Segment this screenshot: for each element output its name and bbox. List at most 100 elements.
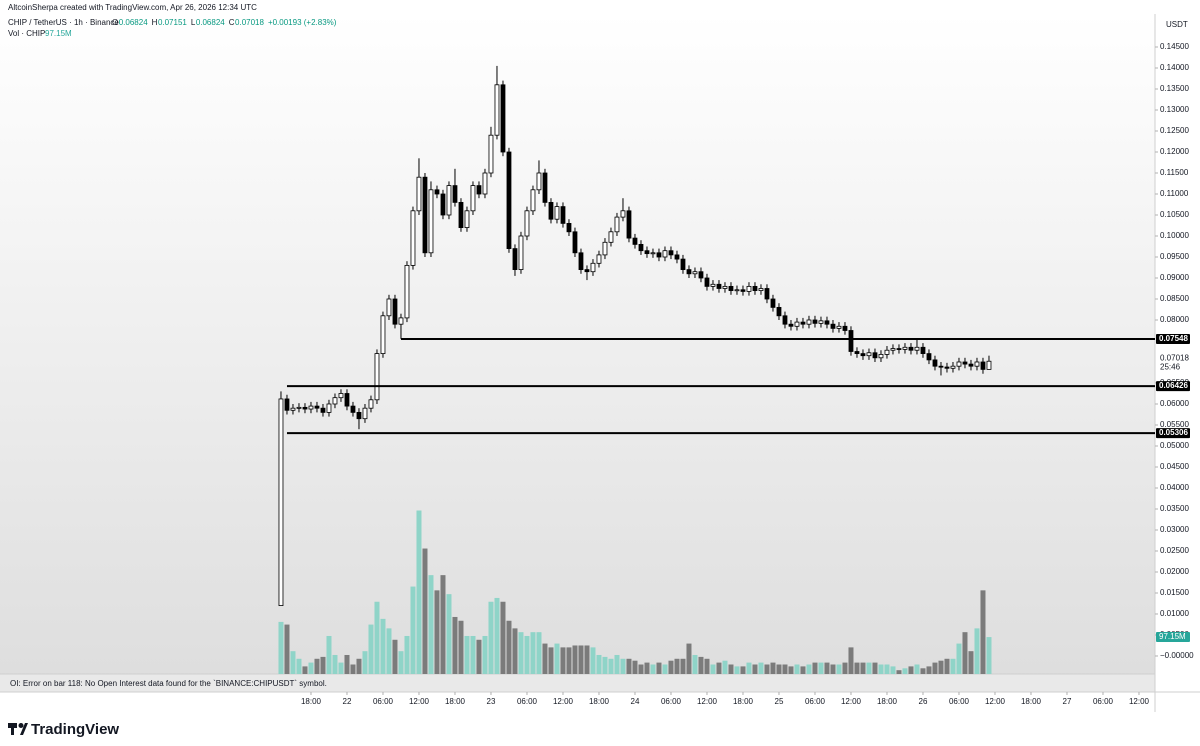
y-tick-label: 0.09000	[1160, 273, 1189, 282]
volume-bar	[338, 662, 344, 674]
candle-body	[614, 216, 620, 233]
volume-bar	[638, 664, 644, 674]
level-tag-label: 0.05306	[1159, 428, 1188, 437]
volume-bar	[854, 662, 860, 674]
volume-bar	[986, 637, 992, 674]
volume-title: Vol · CHIP	[8, 29, 45, 38]
volume-bar	[500, 601, 506, 674]
volume-bar	[902, 668, 908, 674]
candle-body	[806, 319, 812, 325]
candle-body	[920, 346, 926, 354]
candle-body	[716, 283, 722, 289]
volume-bar	[446, 594, 452, 674]
volume-bar	[290, 651, 296, 674]
volume-bar	[458, 620, 464, 674]
volume-bar	[296, 658, 302, 674]
volume-bar	[656, 662, 662, 674]
volume-tag-label: 97.15M	[1159, 632, 1186, 641]
y-tick-label: 0.09500	[1160, 252, 1189, 261]
volume-bar	[944, 658, 950, 674]
candle-body	[308, 405, 314, 410]
volume-bar	[530, 632, 536, 674]
candle-body	[596, 254, 602, 264]
volume-bar	[806, 664, 812, 674]
currency: USDT	[1166, 20, 1188, 29]
volume-bar	[608, 658, 614, 674]
y-tick-label: 0.06000	[1160, 399, 1189, 408]
x-tick-label: 06:00	[517, 697, 538, 706]
candle-body	[950, 365, 956, 369]
level-tag	[1156, 381, 1190, 392]
candle-body	[548, 201, 554, 220]
y-tick-label: 0.05000	[1160, 441, 1189, 450]
volume-bar	[890, 666, 896, 674]
candle-body	[482, 172, 488, 195]
volume-bar	[374, 601, 380, 674]
candle-body	[938, 365, 944, 368]
candle-body	[476, 185, 482, 195]
change: +0.00193 (+2.83%)	[268, 18, 337, 27]
volume-bar	[428, 575, 434, 674]
volume-bar	[692, 654, 698, 674]
candle-body	[350, 405, 356, 413]
candle-body	[698, 271, 704, 279]
volume-bar	[650, 664, 656, 674]
volume-bar	[728, 664, 734, 674]
volume-bar	[974, 628, 980, 674]
volume-bar	[746, 662, 752, 674]
candle-body	[794, 321, 800, 327]
candle-body	[980, 361, 986, 370]
volume-bar	[776, 664, 782, 674]
candle-body	[434, 189, 440, 195]
x-tick-label: 27	[1063, 697, 1072, 706]
plot-background	[0, 14, 1155, 674]
candle-body	[692, 271, 698, 275]
volume-bar	[386, 628, 392, 674]
y-tick-label: 0.14500	[1160, 42, 1189, 51]
candle-body	[686, 269, 692, 275]
ohlc-key: C	[229, 18, 235, 27]
candle-body	[674, 254, 680, 260]
candle-body	[290, 407, 296, 411]
candle-body	[278, 398, 284, 606]
volume-bar	[674, 658, 680, 674]
volume-bar	[710, 664, 716, 674]
ohlc-value: 0.07018	[235, 18, 264, 27]
x-tick-label: 06:00	[805, 697, 826, 706]
y-tick-label: 0.04000	[1160, 483, 1189, 492]
volume-bar	[278, 621, 284, 674]
candle-body	[326, 403, 332, 413]
volume-bar	[698, 656, 704, 674]
candle-body	[380, 315, 386, 354]
volume-bar	[434, 590, 440, 674]
volume-bar	[326, 635, 332, 674]
candle-body	[488, 134, 494, 174]
x-tick-label: 18:00	[445, 697, 466, 706]
y-tick-label: 0.12500	[1160, 126, 1189, 135]
volume-bar	[602, 656, 608, 674]
candle-body	[626, 210, 632, 239]
volume-bar	[752, 664, 758, 674]
candle-body	[710, 283, 716, 287]
y-tick-label: 0.01500	[1160, 588, 1189, 597]
y-tick-label: −0.00000	[1160, 651, 1194, 660]
candle-body	[962, 361, 968, 365]
volume-bar	[452, 616, 458, 674]
candle-body	[836, 325, 842, 329]
y-tick-label: 0.11500	[1160, 168, 1189, 177]
x-tick-label: 23	[487, 697, 496, 706]
candle-body	[368, 399, 374, 409]
y-tick-label: 0.10000	[1160, 231, 1189, 240]
ohlc-value: 0.07151	[158, 18, 187, 27]
x-tick-label: 12:00	[841, 697, 862, 706]
y-tick-label: 0.10500	[1160, 210, 1189, 219]
candle-body	[944, 366, 950, 369]
volume-bar	[554, 643, 560, 674]
volume-bar	[578, 645, 584, 674]
candle-body	[650, 252, 656, 255]
volume-bar	[404, 635, 410, 674]
volume-bar	[344, 654, 350, 674]
candle-body	[854, 351, 860, 354]
candle-body	[818, 320, 824, 324]
x-tick-label: 12:00	[697, 697, 718, 706]
